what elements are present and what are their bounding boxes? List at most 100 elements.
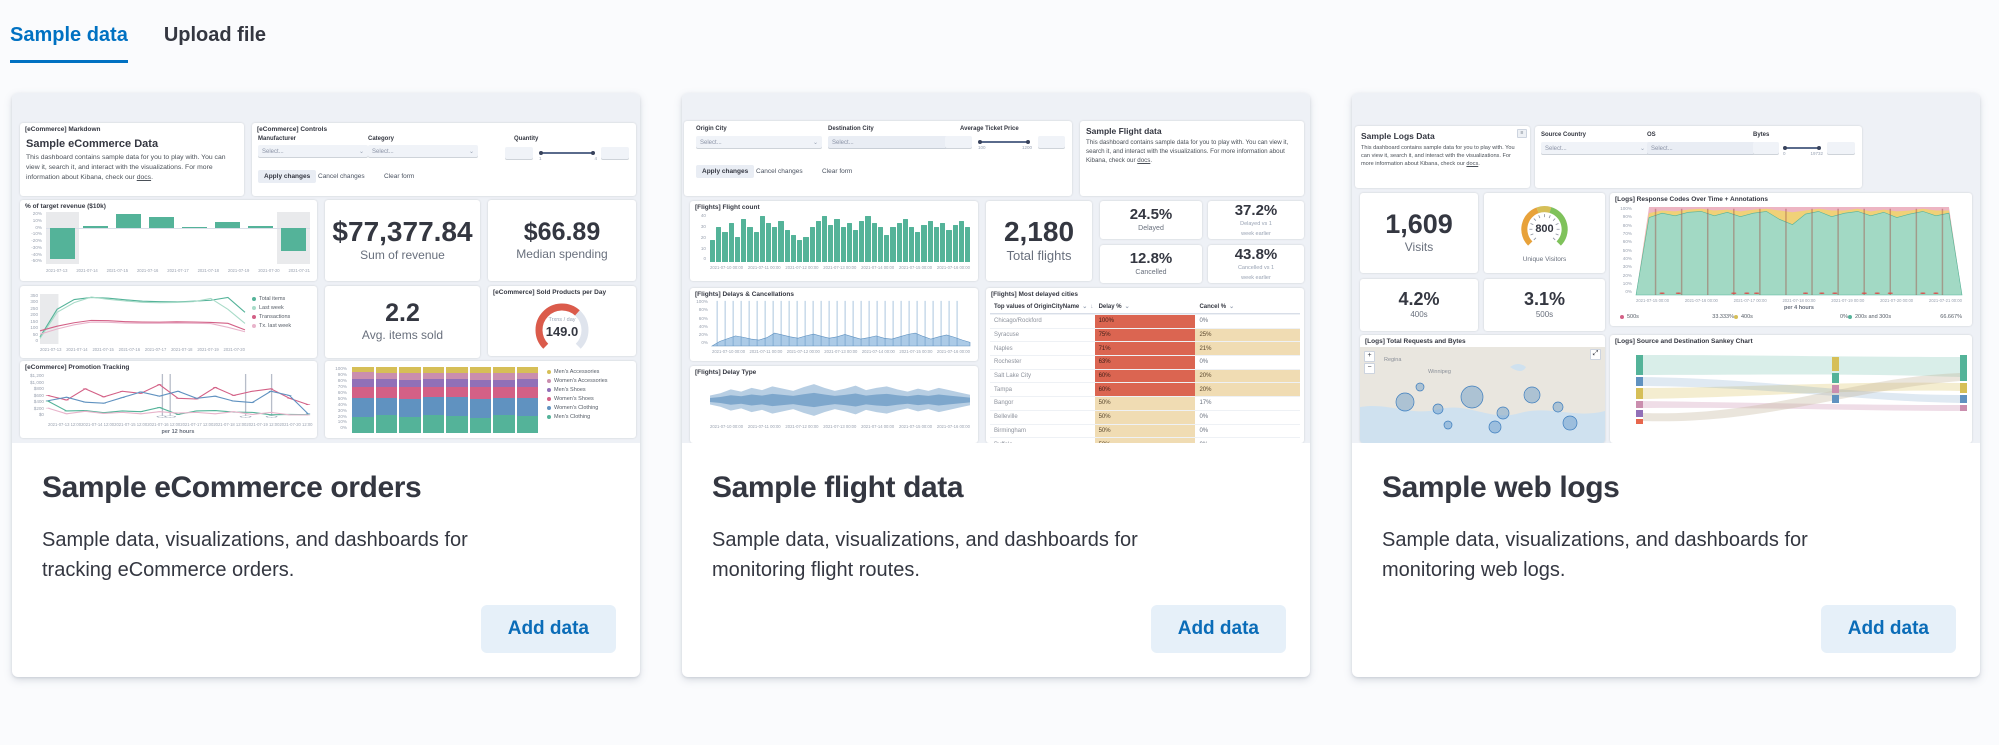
bar-segment: [516, 367, 538, 373]
bar: [871, 222, 877, 262]
tick-label: 2021-07-15: [106, 268, 129, 273]
manufacturer-label: Manufacturer: [258, 136, 297, 142]
slider-handle: [1817, 146, 1821, 150]
annotation-dot: [1744, 292, 1750, 294]
panel-title: [Flights] Delay Type: [695, 369, 757, 376]
panel-delayed-vs-week: 37.2% Delayed vs 1 week earlier: [1208, 201, 1304, 239]
tick-label: 2021-07-10 00:00: [710, 265, 744, 270]
annotation-dot: [1874, 292, 1880, 294]
legend-label: Last week: [259, 305, 284, 311]
sankey-node: [1960, 405, 1967, 411]
map-bubble: [1460, 385, 1484, 409]
tick-label: 90%: [1622, 214, 1632, 220]
destination-city-select: Select...: [828, 136, 948, 149]
point-marker: [212, 386, 218, 388]
tick-label: $400: [33, 399, 44, 405]
price-slider: 100 1200: [978, 140, 1032, 150]
point-marker: [287, 414, 292, 416]
panel-400s: 4.2% 400s: [1360, 279, 1478, 331]
card-web-logs: ≡ Sample Logs Data This dashboard contai…: [1352, 93, 1980, 677]
bar-segment: [422, 397, 444, 415]
price-min-input: [945, 136, 972, 149]
legend-label: 200s and 300s: [1855, 314, 1892, 320]
annotation-marker: [164, 415, 177, 418]
add-data-button[interactable]: Add data: [1150, 605, 1286, 653]
annotation-dot: [1933, 292, 1939, 294]
add-data-button[interactable]: Add data: [1820, 605, 1956, 653]
gauge-tick: [1538, 215, 1541, 219]
bar: [946, 229, 952, 262]
point-marker: [268, 414, 274, 416]
sankey-ribbon: [1643, 373, 1960, 422]
legend-label: Men's Shoes: [554, 387, 586, 393]
metric-value: $66.89: [523, 217, 601, 246]
tick-label: 2021-07-13: [46, 268, 68, 273]
tick-label: 0%: [340, 425, 347, 431]
map-expand-icon: ⤢: [1590, 349, 1601, 360]
bar: [890, 227, 896, 262]
panel-sold-products-gauge: [eCommerce] Sold Products per Day Trxns …: [488, 286, 636, 356]
bar-segment: [516, 387, 538, 399]
x-axis: 2021-07-13 2021-07-14 2021-07-15 2021-07-16…: [46, 268, 310, 273]
metric: 12.8% Cancelled: [1100, 245, 1202, 283]
legend-item: Women's Clothing: [547, 405, 608, 411]
select-placeholder: Select...: [262, 148, 284, 155]
bar: [148, 217, 175, 229]
tick-label: 100%: [1620, 206, 1632, 211]
stacked-bar: [375, 367, 397, 433]
metric: 2.2 Avg. items sold: [325, 286, 480, 358]
markdown-body: This dashboard contains sample data for …: [20, 150, 244, 186]
tick-label: 2021-07-14: [76, 268, 98, 273]
metric: $66.89 Median spending: [488, 200, 636, 281]
bar-segment: [493, 379, 515, 388]
sankey-ribbon: [1643, 355, 1960, 377]
markdown-text: This dashboard contains sample data for …: [1361, 145, 1515, 168]
tick-label: 2021-07-19 12:00: [246, 422, 280, 427]
panel-response-codes: [Logs] Response Codes Over Time + Annota…: [1610, 193, 1972, 326]
tick-label: 2021-07-16: [118, 347, 141, 352]
card-description: Sample data, visualizations, and dashboa…: [42, 529, 468, 581]
markdown-period: .: [1150, 156, 1153, 164]
chevron-down-icon: ⌄: [1124, 304, 1130, 310]
tick-label: 0%: [1625, 289, 1632, 295]
tab-upload-file[interactable]: Upload file: [163, 24, 267, 46]
panel-target-revenue: % of target revenue ($10k) 20% 10% 0% -10% -…: [20, 200, 317, 281]
point-marker: [212, 410, 218, 412]
bar-segment: [446, 397, 468, 416]
legend-dot: [547, 406, 551, 410]
requests-map: + − ⤢ Regina Winnipeg: [1360, 347, 1605, 443]
panel-title: [Flights] Most delayed cities: [991, 291, 1079, 298]
gauge-value: 800: [1535, 223, 1554, 235]
point-marker: [101, 396, 107, 398]
header-cell: Top values of OriginCityName ⌄ ↓: [990, 300, 1095, 313]
tick-label: 2021-07-12 00:00: [785, 424, 819, 429]
bar-segment: [422, 387, 444, 398]
panel-title: [eCommerce] Sold Products per Day: [493, 289, 607, 296]
city-cell: Birmingham: [994, 427, 1027, 434]
sankey-node: [1960, 395, 1967, 403]
cancel-changes-button: Cancel changes: [318, 173, 365, 180]
legend-dot: [547, 397, 551, 401]
tick-label: 2021-07-15 00:00: [899, 424, 933, 429]
bar-segment: [422, 414, 444, 433]
source-country-select: Select... ⌄: [1541, 142, 1649, 155]
bar-segment: [516, 372, 538, 379]
cancel-cell: 0%: [1195, 438, 1300, 443]
add-data-button[interactable]: Add data: [480, 605, 616, 653]
panel-cancelled-pct: 12.8% Cancelled: [1100, 245, 1202, 283]
panel-items-chart: 350 300 250 200 150 100 50 0 2021-07-13 2021-07-…: [20, 286, 317, 358]
sankey-node: [1636, 388, 1643, 399]
card-footer: Add data: [1352, 585, 1980, 677]
tab-sample-data[interactable]: Sample data: [10, 24, 128, 63]
metric: 43.8% Cancelled vs 1 week earlier: [1208, 245, 1304, 283]
bar: [909, 227, 915, 262]
map-svg: [1360, 347, 1605, 443]
panel-delays-cancellations: [Flights] Delays & Cancellations 100% 80%…: [690, 288, 978, 361]
tick-label: 10%: [1622, 280, 1632, 286]
city-cell: Rochester: [994, 359, 1022, 366]
point-marker: [64, 399, 69, 401]
annotation-dot: [1887, 292, 1893, 294]
point-marker: [175, 390, 181, 392]
tick-label: 50%: [1622, 247, 1632, 253]
sort-icon: ↓: [1090, 303, 1094, 310]
